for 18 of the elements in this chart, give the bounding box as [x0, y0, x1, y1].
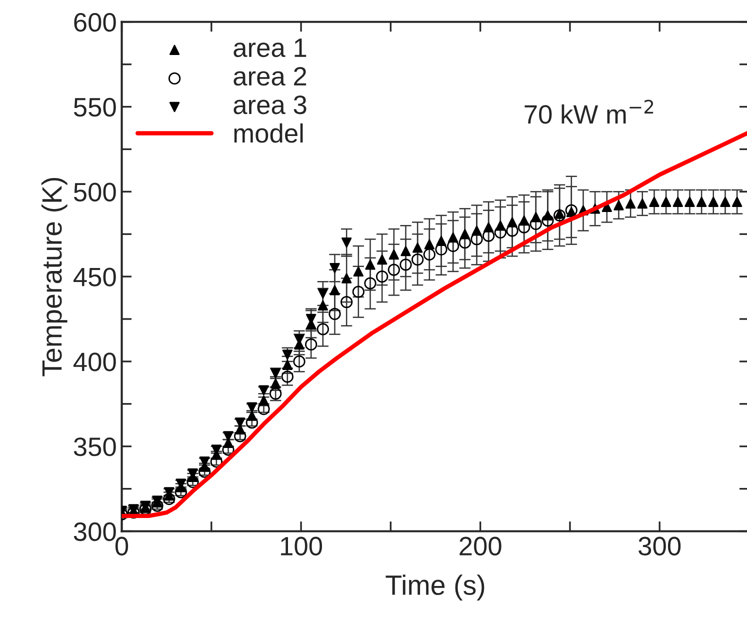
y-tick-label: 450	[73, 268, 116, 286]
legend-label: model	[234, 123, 303, 143]
y-tick-label: 400	[73, 352, 116, 372]
y-axis-title: Temperature (K)	[41, 178, 68, 376]
y-tick-label: 350	[74, 437, 116, 456]
legend-label: area 3	[234, 96, 306, 114]
y-tick-label: 600	[74, 13, 116, 32]
legend-label: area 2	[234, 66, 306, 86]
x-tick-label: 300	[638, 536, 681, 556]
y-tick-label: 300	[74, 522, 116, 542]
x-tick-label: 100	[281, 536, 322, 556]
y-tick-label: 550	[74, 98, 116, 117]
y-tick-label: 500	[74, 182, 116, 202]
x-tick-label: 0	[115, 536, 128, 556]
x-axis-title: Time (s)	[386, 574, 484, 600]
x-tick-label: 200	[460, 536, 502, 556]
legend-label: area 1	[234, 38, 306, 58]
annotation: 70 kW m$^{−2}$	[524, 100, 654, 124]
